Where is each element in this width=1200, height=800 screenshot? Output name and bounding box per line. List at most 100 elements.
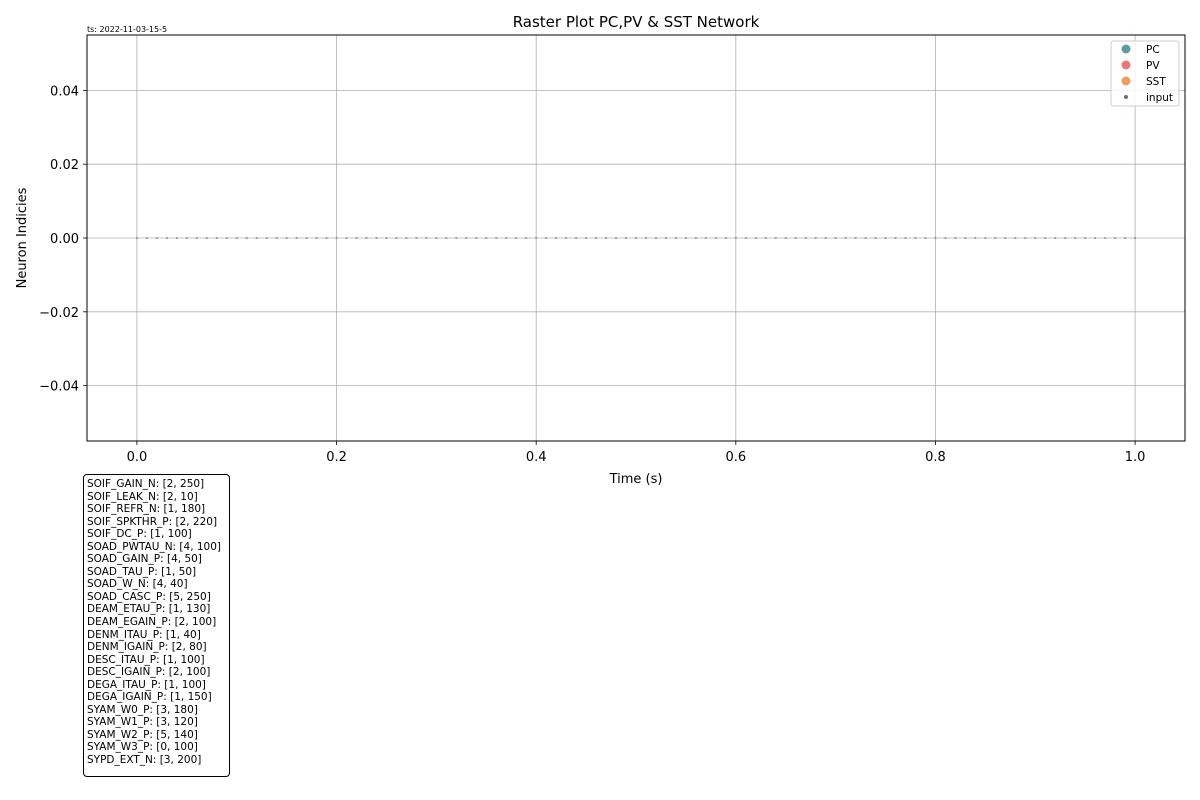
input-spike-point [265,236,268,240]
input-spike-point [654,236,658,240]
input-spike-point [405,236,408,240]
legend-marker-sst [1121,76,1131,86]
input-spike-point [505,236,508,240]
input-spike-point [1054,236,1057,240]
input-spike-point [994,236,997,240]
param-line: DEAM_ETAU_P: [1, 130] [87,603,211,616]
input-spike-point [594,236,598,240]
input-spike-point [844,236,847,240]
param-line: SOIF_REFR_N: [1, 180] [87,503,206,516]
input-spike-point [145,236,148,240]
legend-label-pc: PC [1146,44,1160,56]
input-spike-point [1014,236,1017,240]
legend-box [1110,40,1180,107]
input-spike-point [664,236,668,240]
legend-marker-input [1124,95,1128,99]
input-spike-point [704,236,707,240]
input-spike-point [165,236,168,240]
param-line: DESC_IGAIN_P: [2, 100] [87,666,211,679]
timestamp-label: ts: 2022-11-03-15-5 [87,25,168,34]
input-spike-point [395,236,398,240]
legend-label-pv: PV [1146,60,1160,72]
input-spike-point [275,236,278,240]
input-spike-point [834,236,837,240]
input-spike-point [465,236,468,240]
legend-label-sst: SST [1146,76,1166,88]
param-line: SOAD_W_N: [4, 40] [87,578,188,591]
input-spike-point [954,236,957,240]
input-spike-point [155,236,158,240]
input-spike-point [984,236,987,240]
y-tick-label: 0.02 [50,158,79,173]
param-line: SYAM_W0_P: [3, 180] [87,703,198,716]
input-spike-point [255,236,258,240]
param-line: SOIF_GAIN_N: [2, 250] [87,478,205,490]
input-spike-point [375,236,378,240]
param-line: SYAM_W2_P: [5, 140] [87,728,198,741]
input-spike-point [185,236,188,240]
x-tick-label: 0.8 [925,450,946,465]
input-spike-point [604,236,608,240]
input-spike-point [225,236,228,240]
param-line: DEGA_IGAIN_P: [1, 150] [87,691,212,704]
input-spike-point [555,236,558,240]
input-spike-point [764,236,767,240]
input-spike-point [754,236,757,240]
input-spike-point [135,236,139,240]
input-spike-point [515,236,518,240]
input-spike-point [305,236,308,240]
input-spike-point [974,236,977,240]
param-line: SOAD_PWTAU_N: [4, 100] [87,540,222,553]
y-tick-label: 0.00 [50,232,79,247]
input-spike-point [285,236,288,240]
param-line: SYPD_EXT_N: [3, 200] [87,754,202,767]
input-spike-point [964,236,967,240]
input-spike-point [904,236,907,240]
input-spike-point [1114,236,1117,240]
parameter-box: SOIF_GAIN_N: [2, 250] SOIF_LEAK_N: [2, 10… [83,474,230,777]
param-line: SOIF_SPKTHR_P: [2, 220] [87,515,218,528]
input-spike-point [674,236,678,240]
x-tick-label: 0.4 [526,450,547,465]
input-spike-point [495,236,498,240]
param-line: DEGA_ITAU_P: [1, 100] [87,678,206,691]
param-line: SOIF_LEAK_N: [2, 10] [87,490,198,503]
input-spike-point [824,236,827,240]
input-spike-point [1034,236,1037,240]
input-spike-point [195,236,198,240]
input-spike-point [1004,236,1007,240]
input-spike-point [634,236,638,240]
input-spike-point [784,236,787,240]
input-spike-point [884,236,887,240]
input-spike-point [1124,236,1127,240]
input-spike-point [295,236,298,240]
param-line: DENM_IGAIN_P: [2, 80] [87,641,207,654]
input-spike-point [864,236,867,240]
input-spike-point [355,236,358,240]
input-spike-point [385,236,388,240]
input-spike-point [584,236,588,240]
input-spike-point [694,236,697,240]
x-tick-label: 1.0 [1125,450,1146,465]
y-axis-label: Neuron Indicies [15,187,30,288]
input-spike-point [724,236,727,240]
param-line: SYAM_W3_P: [0, 100] [87,741,198,754]
input-spike-point [794,236,797,240]
input-spike-point [934,236,937,240]
y-tick-label: −0.04 [39,380,79,395]
param-line: DEAM_EGAIN_P: [2, 100] [87,616,217,629]
param-line: SYAM_W1_P: [3, 120] [87,716,198,729]
param-line: SOAD_GAIN_P: [4, 50] [87,553,202,566]
x-tick-label: 0.2 [326,450,347,465]
input-spike-point [624,236,628,240]
input-spike-point [1074,236,1077,240]
input-spike-point [415,236,418,240]
input-spike-point [245,236,248,240]
input-spike-point [714,236,717,240]
input-spike-point [565,236,568,240]
input-spike-point [734,236,737,240]
input-spike-point [445,236,448,240]
input-spike-point [894,236,897,240]
input-spike-point [215,236,218,240]
input-spike-point [744,236,747,240]
